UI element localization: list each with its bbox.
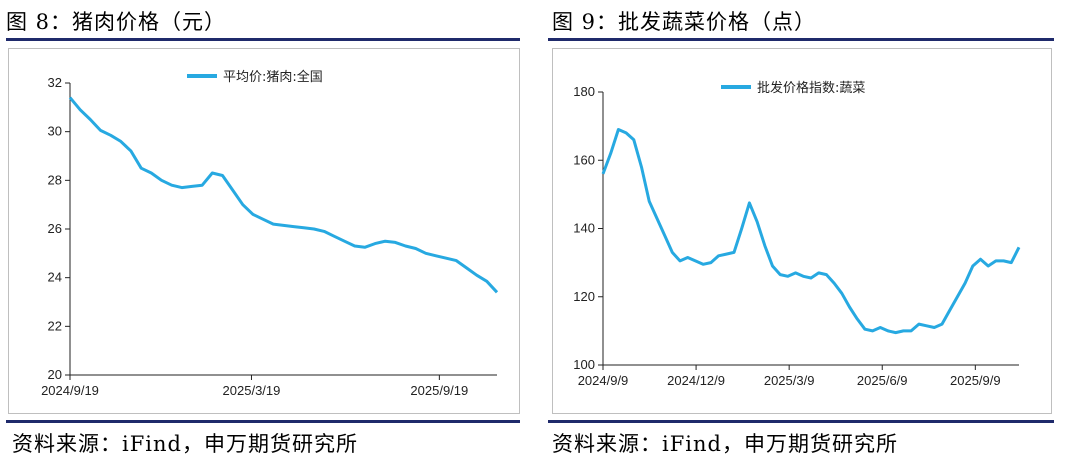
y-tick-label: 160 [573,152,595,167]
right-figure-title: 图 9：批发蔬菜价格（点） [552,10,817,34]
y-tick-label: 100 [573,357,595,372]
right-chart-frame: 100 120 140 160 180 2024/9/9 2024/12/9 2025/3/9… [552,48,1052,414]
y-tick-label: 28 [48,172,62,187]
y-tick-label: 20 [48,367,62,382]
y-tick-label: 180 [573,84,595,99]
y-tick-label: 24 [48,270,62,285]
y-tick-label: 30 [48,124,62,139]
x-tick-label: 2025/3/19 [223,383,281,398]
pork-price-chart: 20 22 24 26 28 30 32 2024/9/19 2025/3/19 2025/9/1… [41,69,499,398]
right-top-rule [548,38,1054,41]
x-tick-label: 2024/9/9 [578,373,629,388]
left-bottom-rule [6,420,520,423]
left-chart-frame: 20 22 24 26 28 30 32 2024/9/19 2025/3/19 2025/9/1… [8,48,520,414]
y-tick-label: 26 [48,221,62,236]
y-tick-label: 32 [48,75,62,90]
legend: 批发价格指数:蔬菜 [721,80,865,96]
right-source-note: 资料来源：iFind，申万期货研究所 [552,432,898,456]
left-figure-title: 图 8：猪肉价格（元） [6,10,227,34]
x-tick-label: 2024/12/9 [667,373,725,388]
x-tick-label: 2024/9/19 [41,383,99,398]
series-line [68,96,499,294]
x-tick-label: 2025/9/9 [950,373,1001,388]
left-top-rule [6,38,520,41]
legend: 平均价:猪肉:全国 [187,69,323,85]
right-bottom-rule [548,420,1054,423]
legend-label: 平均价:猪肉:全国 [223,69,323,85]
legend-label: 批发价格指数:蔬菜 [757,80,865,96]
y-tick-label: 140 [573,221,595,236]
series-line [601,128,1021,335]
x-tick-label: 2025/3/9 [764,373,815,388]
x-tick-label: 2025/6/9 [857,373,908,388]
x-tick-label: 2025/9/19 [410,383,468,398]
y-tick-label: 22 [48,318,62,333]
y-tick-label: 120 [573,289,595,304]
vegetable-index-chart: 100 120 140 160 180 2024/9/9 2024/12/9 2025/3/9… [573,80,1021,388]
left-source-note: 资料来源：iFind，申万期货研究所 [12,432,358,456]
